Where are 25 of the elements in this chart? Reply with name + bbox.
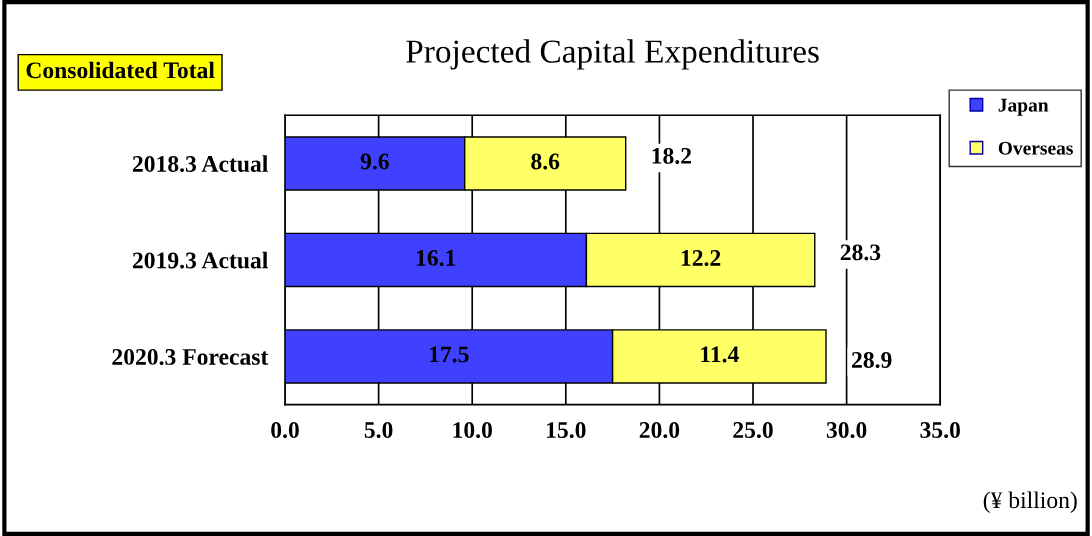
- data-label: 8.6: [531, 153, 560, 170]
- x-tick-label: 5.0: [364, 422, 393, 439]
- y-tick-label: 2019.3 Actual: [132, 251, 268, 269]
- data-label: 9.6: [360, 153, 389, 170]
- x-axis-title: (¥ billion): [983, 491, 1077, 513]
- total-label: 28.9: [852, 351, 892, 369]
- x-tick-label: 20.0: [639, 422, 680, 439]
- x-tick-label: 0.0: [271, 422, 299, 439]
- x-tick-label: 10.0: [453, 422, 492, 439]
- y-tick-label: 2018.3 Actual: [132, 155, 268, 173]
- data-label: 12.2: [681, 250, 721, 266]
- data-label: 11.4: [701, 346, 739, 363]
- x-tick-label: 30.0: [826, 422, 867, 439]
- data-label: 16.1: [416, 250, 456, 266]
- y-tick-label: 2020.3 Forecast: [112, 348, 269, 365]
- chart-title: Projected Capital Expenditures: [406, 39, 819, 70]
- x-tick-label: 25.0: [733, 422, 773, 439]
- legend-label: Japan: [998, 98, 1049, 116]
- x-tick-label: 35.0: [920, 422, 960, 439]
- data-label: 17.5: [430, 346, 469, 363]
- legend-label: Overseas: [998, 141, 1073, 155]
- total-label: 18.2: [652, 147, 692, 164]
- x-tick-label: 15.0: [547, 422, 586, 439]
- total-label: 28.3: [840, 244, 881, 261]
- text: Consolidated Total: [26, 61, 215, 79]
